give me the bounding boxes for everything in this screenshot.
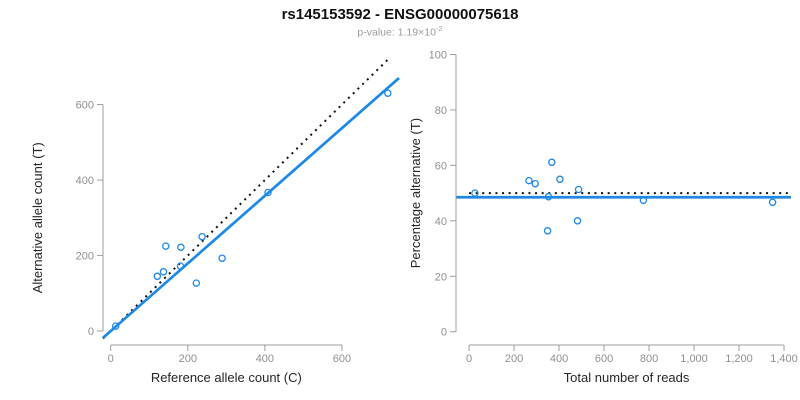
data-point — [543, 227, 552, 235]
p-value-exponent: -2 — [435, 24, 443, 33]
x-tick-label: 200 — [179, 353, 197, 365]
p-value-subtitle: p-value: 1.19×10-2 — [0, 24, 800, 39]
x-tick-label: 600 — [333, 353, 351, 365]
y-tick-label: 200 — [76, 251, 94, 263]
data-point — [159, 268, 168, 276]
y-tick-label: 80 — [435, 105, 447, 117]
data-point — [153, 272, 162, 281]
data-point — [574, 185, 583, 194]
data-point — [639, 196, 648, 205]
data-point — [471, 189, 479, 197]
x-axis-title: Reference allele count (C) — [151, 370, 302, 385]
y-tick-label: 400 — [76, 175, 94, 187]
data-point — [768, 198, 777, 207]
x-tick-label: 0 — [466, 353, 472, 365]
data-point — [198, 232, 206, 241]
data-point — [548, 158, 556, 167]
chart-title: rs145153592 - ENSG00000075618 — [281, 6, 519, 23]
x-tick-label: 1,200 — [725, 353, 753, 365]
x-tick-label: 0 — [108, 353, 114, 365]
fit-line — [102, 77, 400, 339]
y-tick-label: 0 — [441, 327, 447, 339]
data-point — [573, 217, 582, 225]
x-tick-label: 800 — [640, 353, 658, 365]
y-axis-title: Percentage alternative (T) — [408, 118, 423, 268]
x-tick-label: 1,400 — [770, 353, 798, 365]
left-scatter-plot: 0 200 400 600 Reference allele count (C) 0 200… — [30, 56, 400, 385]
y-tick-label: 20 — [435, 271, 447, 283]
data-point — [111, 322, 120, 330]
data-point — [264, 188, 272, 197]
data-point — [531, 179, 539, 188]
data-point — [218, 254, 226, 262]
p-value-text: p-value: 1.19×10 — [357, 26, 436, 39]
x-tick-label: 200 — [505, 353, 523, 365]
data-point — [544, 192, 553, 201]
y-tick-label: 60 — [435, 160, 447, 172]
x-tick-label: 1,000 — [680, 353, 708, 365]
data-point — [556, 175, 564, 184]
y-tick-label: 0 — [88, 326, 94, 338]
y-axis-title: Alternative allele count (T) — [30, 142, 45, 293]
identity-line — [102, 56, 392, 340]
data-point — [384, 89, 392, 97]
data-point — [192, 279, 201, 287]
x-axis-title: Total number of reads — [564, 370, 690, 385]
x-tick-label: 400 — [550, 353, 568, 365]
y-tick-label: 40 — [435, 216, 447, 228]
data-point — [177, 243, 185, 251]
x-tick-label: 400 — [256, 353, 274, 365]
data-point — [525, 176, 533, 185]
y-tick-label: 600 — [76, 100, 94, 112]
x-tick-label: 600 — [595, 353, 613, 365]
data-point — [176, 262, 185, 270]
y-tick-label: 100 — [429, 50, 447, 62]
data-point — [162, 242, 170, 250]
